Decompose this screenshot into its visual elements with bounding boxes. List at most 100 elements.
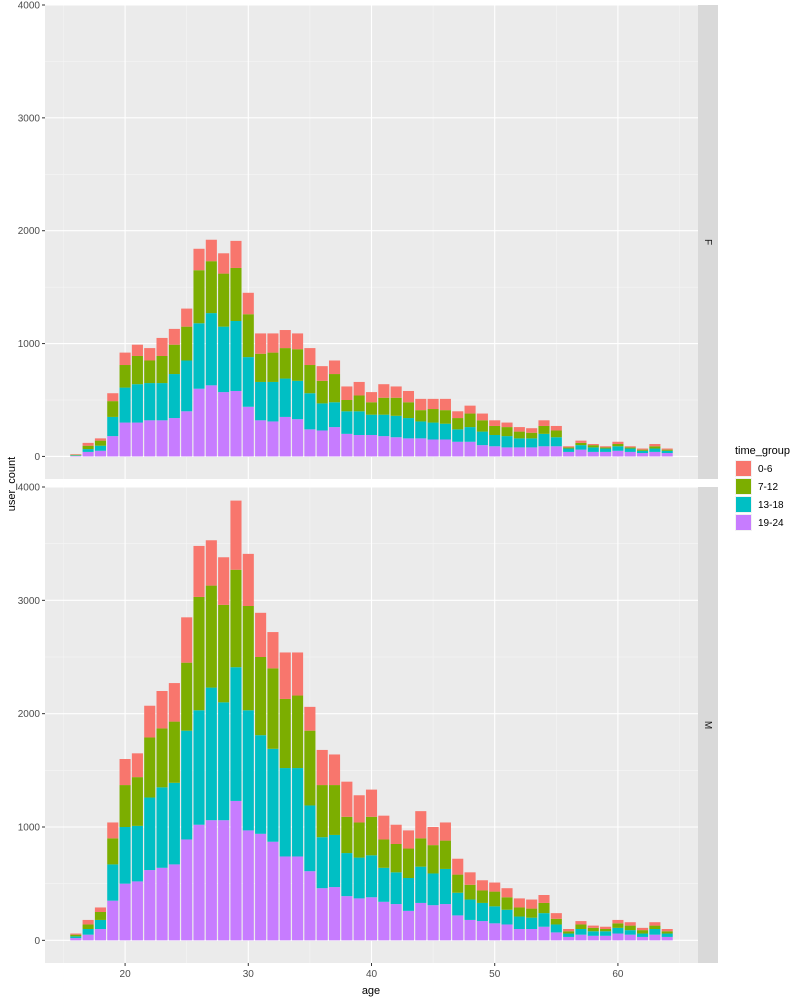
bar-segment-m-age-19-19-24: [107, 901, 118, 941]
bar-segment-f-age-60-7-12: [612, 444, 623, 446]
bar-segment-f-age-16-7-12: [70, 455, 81, 456]
bar-segment-m-age-55-19-24: [551, 932, 562, 940]
bar-segment-m-age-34-7-12: [292, 696, 303, 769]
legend-label-0-6: 0-6: [758, 464, 773, 475]
bar-segment-m-age-18-13-18: [95, 920, 106, 929]
bar-segment-f-age-58-13-18: [588, 447, 599, 452]
legend-key-19-24: [736, 515, 751, 530]
bar-segment-f-age-47-7-12: [452, 418, 463, 429]
bar-segment-f-age-45-7-12: [428, 409, 439, 423]
x-axis-title: age: [362, 985, 380, 997]
bar-segment-f-age-48-0-6: [465, 406, 476, 414]
bar-segment-m-age-21-19-24: [132, 881, 143, 940]
legend: time_group 0-67-1213-1819-24: [735, 445, 790, 531]
bar-segment-m-age-40-7-12: [366, 817, 377, 856]
bar-segment-m-age-27-13-18: [206, 688, 217, 821]
bar-segment-m-age-26-7-12: [193, 597, 204, 710]
bar-segment-f-age-20-7-12: [120, 365, 131, 388]
bar-segment-m-age-40-13-18: [366, 855, 377, 897]
bar-segment-m-age-31-0-6: [255, 613, 266, 657]
bar-segment-f-age-28-13-18: [218, 327, 229, 392]
bar-segment-f-age-37-13-18: [329, 402, 340, 427]
bar-segment-f-age-33-13-18: [280, 379, 291, 417]
bar-segment-f-age-52-0-6: [514, 427, 525, 432]
bar-segment-f-age-23-13-18: [157, 383, 168, 420]
bar-segment-m-age-63-13-18: [649, 929, 660, 935]
bar-segment-f-age-35-13-18: [304, 393, 315, 429]
bar-segment-m-age-49-0-6: [477, 880, 488, 890]
bar-segment-m-age-44-13-18: [415, 867, 426, 903]
bar-segment-f-age-32-7-12: [267, 353, 278, 382]
bar-segment-m-age-18-0-6: [95, 907, 106, 912]
bar-segment-f-age-64-19-24: [662, 453, 673, 456]
bar-segment-f-age-64-0-6: [662, 449, 673, 450]
bar-segment-m-age-54-7-12: [538, 903, 549, 913]
bar-segment-m-age-49-13-18: [477, 903, 488, 921]
bar-segment-m-age-58-7-12: [588, 928, 599, 931]
bar-segment-m-age-50-0-6: [489, 883, 500, 892]
bar-segment-f-age-63-7-12: [649, 446, 660, 448]
bar-segment-f-age-30-0-6: [243, 293, 254, 314]
bar-segment-m-age-19-7-12: [107, 838, 118, 864]
bar-segment-f-age-61-13-18: [625, 449, 636, 452]
bar-segment-m-age-32-13-18: [267, 749, 278, 842]
bar-segment-f-age-30-19-24: [243, 407, 254, 457]
bar-segment-f-age-39-0-6: [354, 382, 365, 396]
bar-segment-m-age-38-19-24: [341, 896, 352, 940]
bar-segment-m-age-63-7-12: [649, 926, 660, 929]
bar-segment-m-age-60-0-6: [612, 920, 623, 923]
bar-segment-m-age-30-0-6: [243, 554, 254, 606]
bar-segment-f-age-17-0-6: [83, 443, 94, 446]
bar-segment-m-age-25-13-18: [181, 731, 192, 840]
bar-segment-f-age-27-13-18: [206, 313, 217, 385]
bar-segment-m-age-38-7-12: [341, 817, 352, 853]
bar-segment-m-age-21-13-18: [132, 826, 143, 882]
bar-segment-f-age-22-0-6: [144, 348, 155, 360]
bar-segment-m-age-51-19-24: [501, 924, 512, 940]
bar-segment-f-age-34-19-24: [292, 419, 303, 456]
bar-segment-f-age-23-19-24: [157, 420, 168, 456]
legend-label-19-24: 19-24: [758, 518, 784, 529]
bar-segment-m-age-47-13-18: [452, 893, 463, 916]
bar-segment-f-age-17-13-18: [83, 449, 94, 452]
bar-segment-f-age-62-13-18: [637, 451, 648, 453]
bar-segment-f-age-52-13-18: [514, 438, 525, 447]
bar-segment-m-age-51-13-18: [501, 910, 512, 925]
bar-segment-f-age-54-19-24: [538, 446, 549, 456]
bar-segment-m-age-41-19-24: [378, 902, 389, 941]
bar-segment-m-age-62-13-18: [637, 934, 648, 937]
bar-segment-m-age-17-19-24: [83, 935, 94, 941]
bar-segment-m-age-53-13-18: [526, 918, 537, 929]
bar-segment-m-age-33-7-12: [280, 699, 291, 768]
bar-segment-f-age-61-19-24: [625, 452, 636, 457]
bar-segment-f-age-31-19-24: [255, 420, 266, 456]
bar-segment-m-age-42-19-24: [391, 904, 402, 940]
bar-segment-m-age-25-7-12: [181, 663, 192, 731]
y-tick-label: 4000: [18, 1, 41, 12]
bar-segment-m-age-54-19-24: [538, 927, 549, 941]
bar-segment-f-age-32-0-6: [267, 333, 278, 352]
bar-segment-m-age-58-0-6: [588, 926, 599, 928]
bar-segment-f-age-40-13-18: [366, 415, 377, 435]
legend-label-13-18: 13-18: [758, 500, 784, 511]
bar-segment-f-age-59-7-12: [600, 447, 611, 448]
bar-segment-f-age-37-0-6: [329, 361, 340, 375]
bar-segment-m-age-54-0-6: [538, 895, 549, 903]
x-tick-label: 30: [243, 969, 255, 980]
bar-segment-m-age-20-7-12: [120, 785, 131, 827]
bar-segment-f-age-39-19-24: [354, 435, 365, 456]
bar-segment-m-age-27-19-24: [206, 820, 217, 940]
bar-segment-m-age-20-0-6: [120, 759, 131, 785]
bar-segment-m-age-20-19-24: [120, 884, 131, 941]
bar-segment-f-age-64-13-18: [662, 451, 673, 453]
bar-segment-m-age-45-7-12: [428, 845, 439, 873]
bar-segment-f-age-47-0-6: [452, 411, 463, 418]
bar-segment-m-age-54-13-18: [538, 913, 549, 927]
bar-segment-f-age-34-13-18: [292, 381, 303, 419]
y-tick-label: 3000: [18, 596, 41, 607]
bar-segment-f-age-58-7-12: [588, 445, 599, 447]
bar-segment-f-age-33-7-12: [280, 348, 291, 378]
bar-segment-f-age-24-0-6: [169, 329, 180, 345]
bar-segment-m-age-23-0-6: [157, 691, 168, 728]
y-axis-title: user_count: [6, 457, 18, 511]
